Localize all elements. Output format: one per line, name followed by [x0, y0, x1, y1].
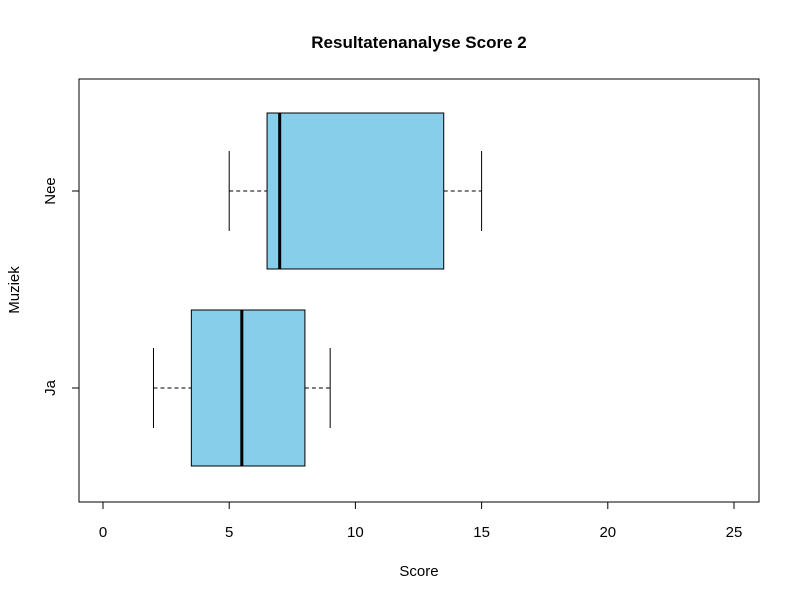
- x-tick-label: 5: [225, 524, 233, 541]
- iqr-box: [190, 309, 306, 467]
- box-ja: [152, 309, 331, 467]
- chart-title: Resultatenanalyse Score 2: [311, 33, 526, 52]
- y-tick-label-nee: Nee: [42, 177, 59, 205]
- y-axis-label: Muziek: [6, 266, 23, 314]
- y-axis: Ja Nee: [42, 177, 80, 396]
- boxes: [152, 112, 483, 467]
- iqr-box: [266, 112, 445, 270]
- y-tick-label-ja: Ja: [42, 379, 59, 396]
- x-tick-label: 15: [473, 524, 490, 541]
- x-tick-label: 10: [347, 524, 364, 541]
- x-tick-label: 0: [99, 524, 107, 541]
- x-axis: 0 5 10 15 20 25: [99, 501, 743, 541]
- x-axis-label: Score: [399, 563, 438, 580]
- x-tick-label: 20: [599, 524, 616, 541]
- box-nee: [228, 112, 483, 270]
- x-tick-label: 25: [726, 524, 743, 541]
